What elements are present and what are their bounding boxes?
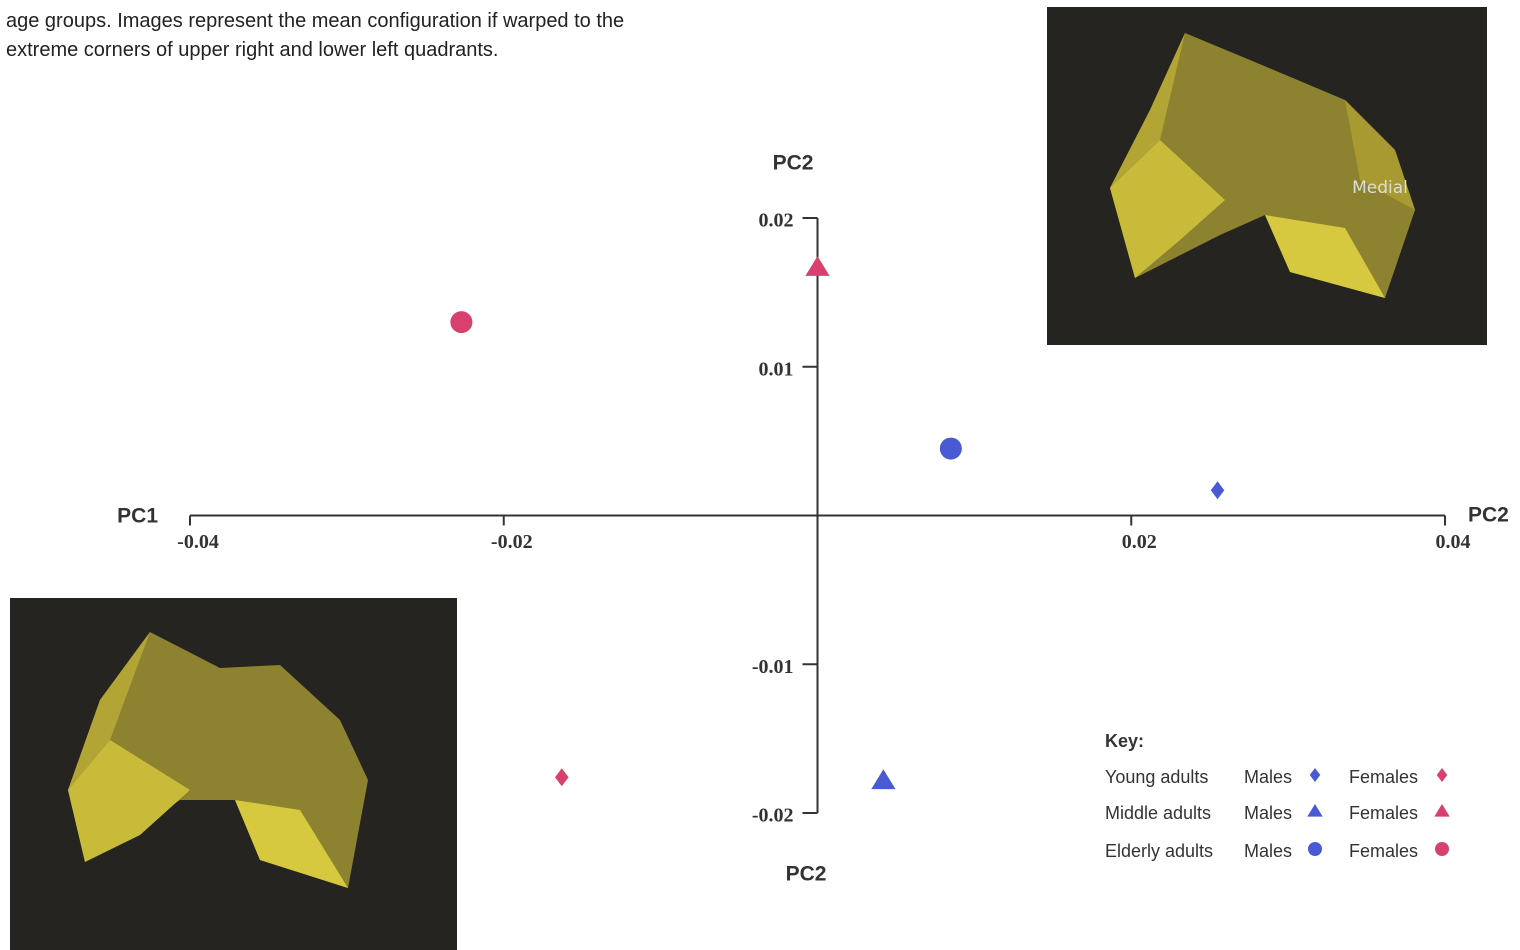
y-axis-label: PC2 [773, 152, 814, 175]
legend-label: Males [1244, 767, 1292, 787]
data-point [555, 768, 569, 787]
x-tick-label: 0.02 [1122, 531, 1157, 553]
caption-line: extreme corners of upper right and lower… [6, 39, 498, 61]
inset-image-top: Medial [1047, 7, 1487, 345]
legend-marker [1309, 768, 1321, 782]
legend-marker [1436, 768, 1448, 782]
legend-marker [1308, 842, 1322, 856]
x-tick-label: 0.04 [1436, 531, 1471, 553]
y-axis-label: PC2 [786, 863, 827, 886]
y-tick-label: -0.02 [752, 805, 794, 827]
inset-image-bottom [10, 598, 457, 950]
y-tick-label: -0.01 [752, 656, 794, 678]
legend-marker [1434, 804, 1450, 817]
y-tick-label: 0.02 [759, 210, 794, 232]
x-axis-label: PC2 [1468, 504, 1509, 527]
data-point [1210, 481, 1225, 500]
legend-group: Middle adults [1105, 803, 1211, 823]
legend-group: Young adults [1105, 767, 1208, 787]
y-tick-label: 0.01 [759, 358, 794, 380]
legend-label: Females [1349, 841, 1418, 861]
legend-label: Males [1244, 841, 1292, 861]
legend-group: Elderly adults [1105, 841, 1213, 861]
legend-label: Females [1349, 767, 1418, 787]
x-tick-label: -0.02 [491, 531, 533, 553]
legend-marker [1307, 804, 1323, 817]
caption-line: age groups. Images represent the mean co… [6, 10, 624, 32]
x-tick-label: -0.04 [177, 531, 219, 553]
data-point [450, 311, 473, 334]
data-point [871, 769, 896, 790]
legend-label: Females [1349, 803, 1418, 823]
legend-marker [1435, 842, 1449, 856]
data-point [805, 256, 830, 276]
x-axis-label: PC1 [117, 505, 158, 528]
legend-label: Males [1244, 803, 1292, 823]
inset-label: Medial [1352, 178, 1408, 198]
legend-title: Key: [1105, 731, 1144, 751]
data-point [939, 437, 962, 460]
